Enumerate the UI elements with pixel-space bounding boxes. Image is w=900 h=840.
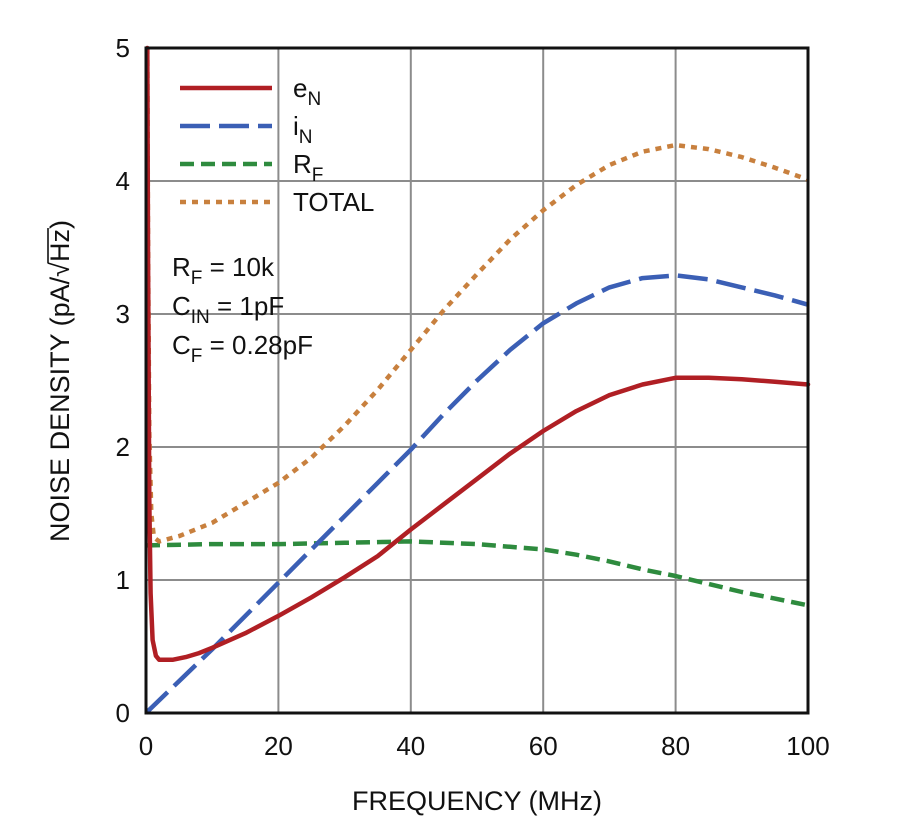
legend-label-main: i [293, 111, 299, 141]
series-line-en [145, 45, 811, 663]
series-curves [144, 45, 811, 715]
plot-frame [144, 46, 810, 715]
y-tick-label: 5 [116, 33, 130, 63]
series-line-total [145, 47, 809, 544]
y-axis-title-text: NOISE DENSITY (pA/ [45, 276, 75, 542]
x-tick-label: 40 [396, 731, 425, 761]
annotation-value: = 1pF [210, 291, 284, 321]
legend-label-rf: RF [293, 149, 323, 186]
legend-label-subscript: F [312, 165, 324, 186]
legend-label-main: R [293, 149, 312, 179]
annotation-line: CF = 0.28pF [172, 330, 313, 367]
y-axis-title-radicand: Hz [45, 229, 75, 262]
legend-label-en: eN [293, 73, 321, 110]
legend-label-main: e [293, 73, 307, 103]
y-axis-title-group: NOISE DENSITY (pA/√Hz) [45, 220, 75, 542]
grid-lines [146, 48, 808, 713]
annotation-symbol: C [172, 291, 191, 321]
y-tick-label: 2 [116, 432, 130, 462]
y-axis-title-radical: √ [45, 262, 75, 277]
series-line-rf [145, 539, 809, 608]
annotation-line: RF = 10k [172, 252, 275, 289]
annotation-symbol: R [172, 252, 191, 282]
annotation-value: = 10k [202, 252, 275, 282]
legend-label-in: iN [293, 111, 313, 148]
y-tick-label: 3 [116, 299, 130, 329]
annotation-subscript: IN [191, 307, 210, 328]
x-tick-label: 100 [786, 731, 829, 761]
x-tick-label: 80 [661, 731, 690, 761]
tick-labels: 0 20 40 60 80 100 0 1 2 3 4 5 [116, 33, 830, 761]
x-tick-label: 0 [139, 731, 153, 761]
annotation-subscript: F [191, 268, 203, 289]
annotation-symbol: C [172, 330, 191, 360]
series-line-in [144, 273, 809, 715]
legend-label-total: TOTAL [293, 187, 374, 217]
annotation-value: = 0.28pF [202, 330, 313, 360]
legend-label-main: TOTAL [293, 187, 374, 217]
y-axis-title: NOISE DENSITY (pA/√Hz) [45, 220, 75, 542]
x-tick-label: 60 [529, 731, 558, 761]
y-axis-title-close: ) [45, 220, 75, 229]
x-tick-label: 20 [264, 731, 293, 761]
annotation-line: CIN = 1pF [172, 291, 284, 328]
legend-label-subscript: N [307, 89, 321, 110]
x-axis-title: FREQUENCY (MHz) [352, 786, 602, 816]
y-tick-label: 4 [116, 166, 130, 196]
y-tick-label: 1 [116, 565, 130, 595]
y-tick-label: 0 [116, 698, 130, 728]
legend-label-subscript: N [299, 127, 313, 148]
annotation-subscript: F [191, 346, 203, 367]
